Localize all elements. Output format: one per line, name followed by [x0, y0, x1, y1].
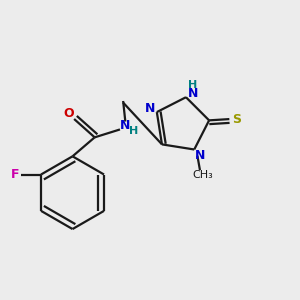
Text: CH₃: CH₃	[192, 170, 213, 180]
Text: F: F	[11, 168, 20, 181]
Text: N: N	[188, 87, 198, 100]
Text: N: N	[120, 119, 130, 132]
Text: H: H	[188, 80, 198, 90]
Text: N: N	[195, 149, 205, 162]
Text: S: S	[232, 112, 241, 126]
Text: N: N	[145, 102, 156, 116]
Text: H: H	[129, 126, 138, 136]
Text: O: O	[64, 107, 74, 121]
